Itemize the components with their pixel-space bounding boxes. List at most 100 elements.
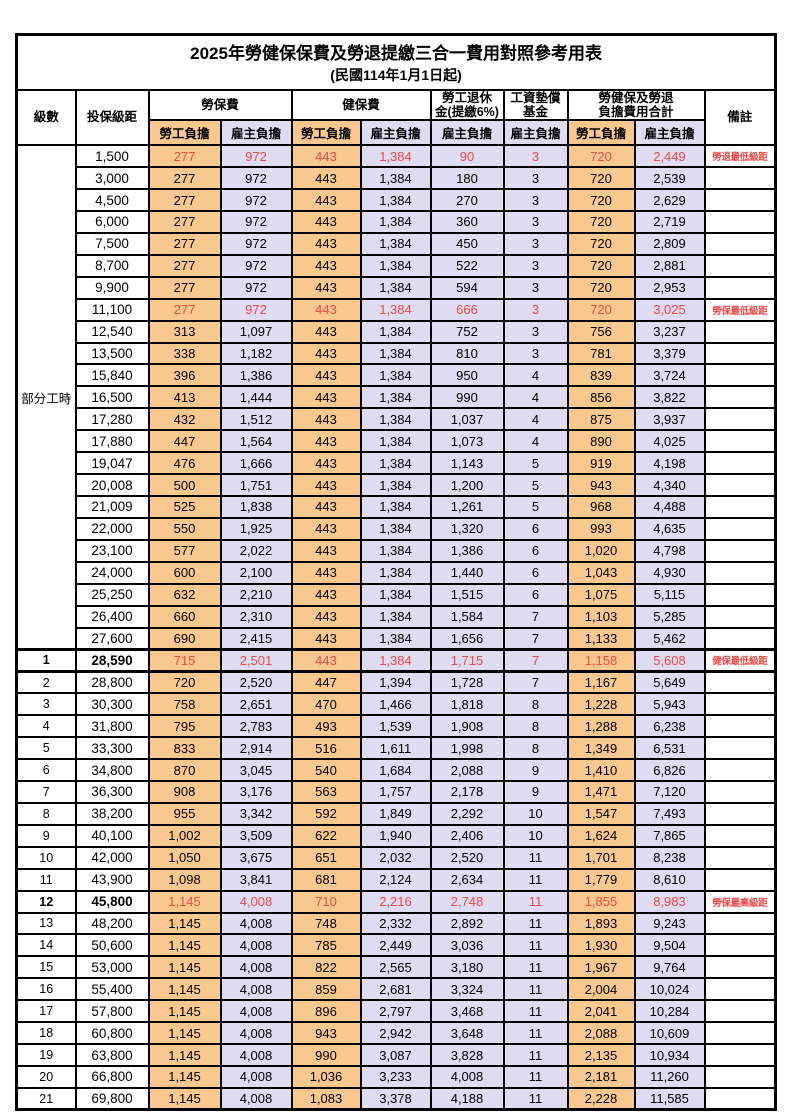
value-cell: 1,145 — [147, 977, 222, 1002]
bracket-cell: 40,100 — [74, 823, 150, 848]
value-cell: 476 — [147, 451, 222, 476]
value-cell: 1,384 — [359, 538, 432, 563]
value-cell: 90 — [429, 144, 505, 169]
value-cell: 1,384 — [359, 560, 432, 585]
value-cell: 972 — [219, 297, 293, 322]
note-cell — [703, 977, 777, 1002]
bracket-cell: 26,400 — [74, 604, 150, 629]
value-cell: 943 — [566, 473, 636, 497]
bracket-cell: 38,200 — [74, 801, 150, 826]
value-cell: 7 — [502, 626, 569, 651]
header-wage-fund: 工資墊償 基金 — [502, 88, 569, 122]
value-cell: 2,881 — [633, 253, 706, 278]
value-cell: 396 — [147, 363, 222, 388]
bracket-cell: 6,000 — [74, 210, 150, 234]
value-cell: 2,124 — [359, 867, 432, 892]
bracket-cell: 13,500 — [74, 341, 150, 366]
subheader-labor-employee: 勞工負擔 — [147, 119, 222, 147]
table-row: 3,000 277 972 443 1,384 180 3 720 2,539 — [17, 166, 777, 191]
value-cell: 9,764 — [633, 955, 706, 980]
value-cell: 1,145 — [147, 911, 222, 936]
value-cell: 1,002 — [147, 823, 222, 848]
value-cell: 2,088 — [429, 758, 505, 782]
value-cell: 2,797 — [359, 999, 432, 1024]
note-cell — [703, 801, 777, 826]
value-cell: 10,934 — [633, 1043, 706, 1067]
value-cell: 6 — [502, 516, 569, 541]
value-cell: 3 — [502, 231, 569, 256]
value-cell: 443 — [290, 297, 362, 322]
value-cell: 1,818 — [429, 692, 505, 717]
table-row: 1 28,590 715 2,501 443 1,384 1,715 7 1,158 5,608 健… — [15, 647, 777, 673]
value-cell: 6 — [502, 582, 569, 607]
value-cell: 4,188 — [429, 1086, 505, 1112]
value-cell: 1,384 — [359, 626, 432, 651]
note-cell — [703, 231, 777, 256]
value-cell: 781 — [566, 341, 636, 366]
value-cell: 2,100 — [219, 560, 293, 585]
value-cell: 3,379 — [633, 341, 706, 366]
value-cell: 2,004 — [566, 977, 636, 1002]
value-cell: 2,809 — [633, 231, 706, 256]
value-cell: 908 — [147, 779, 222, 804]
value-cell: 1,838 — [219, 495, 293, 519]
note-cell — [703, 999, 777, 1024]
value-cell: 600 — [147, 560, 222, 585]
value-cell: 2,565 — [359, 955, 432, 980]
value-cell: 11 — [502, 889, 569, 914]
value-cell: 443 — [290, 253, 362, 278]
value-cell: 447 — [147, 429, 222, 454]
value-cell: 681 — [290, 867, 362, 892]
value-cell: 2,088 — [566, 1021, 636, 1046]
value-cell: 1,145 — [147, 1043, 222, 1067]
value-cell: 277 — [147, 231, 222, 256]
table-row: 19 63,800 1,145 4,008 990 3,087 3,828 11 2,135 10… — [15, 1043, 777, 1067]
value-cell: 413 — [147, 385, 222, 410]
value-cell: 3 — [502, 341, 569, 366]
value-cell: 277 — [147, 253, 222, 278]
value-cell: 896 — [290, 999, 362, 1024]
value-cell: 1,466 — [359, 692, 432, 717]
header-health-insurance: 健保費 — [290, 88, 432, 122]
value-cell: 666 — [429, 297, 505, 322]
value-cell: 785 — [290, 933, 362, 958]
bracket-cell: 11,100 — [74, 297, 150, 322]
table-row: 4,500 277 972 443 1,384 270 3 720 2,629 — [17, 188, 777, 213]
value-cell: 1,349 — [566, 736, 636, 761]
value-cell: 2,629 — [633, 188, 706, 213]
value-cell: 2,406 — [429, 823, 505, 848]
bracket-cell: 23,100 — [74, 538, 150, 563]
value-cell: 443 — [290, 210, 362, 234]
level-cell: 21 — [15, 1086, 77, 1112]
value-cell: 5 — [502, 451, 569, 476]
table-row: 20 66,800 1,145 4,008 1,036 3,233 4,008 11 2,181… — [15, 1064, 777, 1089]
value-cell: 1,584 — [429, 604, 505, 629]
value-cell: 1,624 — [566, 823, 636, 848]
value-cell: 3,233 — [359, 1064, 432, 1089]
value-cell: 1,143 — [429, 451, 505, 476]
value-cell: 7,120 — [633, 779, 706, 804]
value-cell: 1,611 — [359, 736, 432, 761]
value-cell: 3,025 — [633, 297, 706, 322]
value-cell: 338 — [147, 341, 222, 366]
table-row: 10 42,000 1,050 3,675 651 2,032 2,520 11 1,701 8,… — [15, 845, 777, 870]
value-cell: 4,930 — [633, 560, 706, 585]
value-cell: 8 — [502, 736, 569, 761]
value-cell: 1,666 — [219, 451, 293, 476]
value-cell: 277 — [147, 210, 222, 234]
value-cell: 3,822 — [633, 385, 706, 410]
subheader-wage-fund-employer: 雇主負擔 — [502, 119, 569, 147]
subheader-health-employer: 雇主負擔 — [359, 119, 432, 147]
table-row: 13,500 338 1,182 443 1,384 810 3 781 3,379 — [17, 341, 777, 366]
value-cell: 4,635 — [633, 516, 706, 541]
value-cell: 7,865 — [633, 823, 706, 848]
value-cell: 1,849 — [359, 801, 432, 826]
bracket-cell: 4,500 — [74, 188, 150, 213]
value-cell: 443 — [290, 560, 362, 585]
value-cell: 756 — [566, 319, 636, 344]
bracket-cell: 36,300 — [74, 779, 150, 804]
level-cell: 15 — [15, 955, 77, 980]
table-row: 11,100 277 972 443 1,384 666 3 720 3,025 勞保最低級距 — [17, 297, 777, 322]
bracket-cell: 24,000 — [74, 560, 150, 585]
value-cell: 720 — [566, 297, 636, 322]
